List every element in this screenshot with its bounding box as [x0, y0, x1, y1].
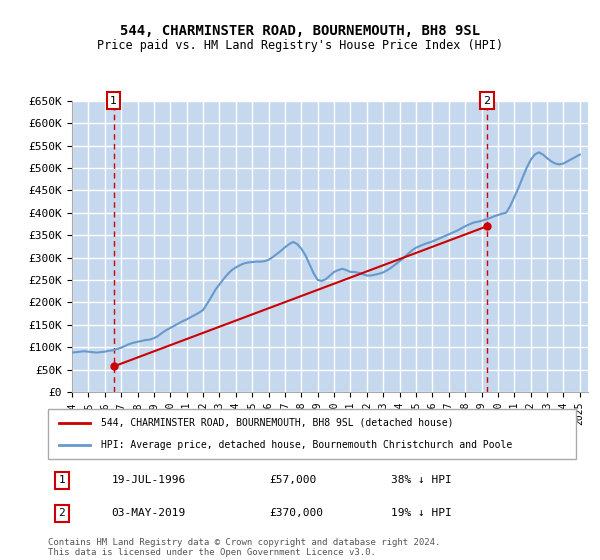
Text: Contains HM Land Registry data © Crown copyright and database right 2024.
This d: Contains HM Land Registry data © Crown c… — [48, 538, 440, 557]
Text: 1: 1 — [59, 475, 65, 486]
Text: 03-MAY-2019: 03-MAY-2019 — [112, 508, 185, 519]
Text: 2: 2 — [59, 508, 65, 519]
Text: 19-JUL-1996: 19-JUL-1996 — [112, 475, 185, 486]
Text: £57,000: £57,000 — [270, 475, 317, 486]
Text: 544, CHARMINSTER ROAD, BOURNEMOUTH, BH8 9SL: 544, CHARMINSTER ROAD, BOURNEMOUTH, BH8 … — [120, 24, 480, 38]
Text: Price paid vs. HM Land Registry's House Price Index (HPI): Price paid vs. HM Land Registry's House … — [97, 39, 503, 53]
Text: 38% ↓ HPI: 38% ↓ HPI — [391, 475, 452, 486]
FancyBboxPatch shape — [48, 409, 576, 459]
Text: HPI: Average price, detached house, Bournemouth Christchurch and Poole: HPI: Average price, detached house, Bour… — [101, 440, 512, 450]
Text: 544, CHARMINSTER ROAD, BOURNEMOUTH, BH8 9SL (detached house): 544, CHARMINSTER ROAD, BOURNEMOUTH, BH8 … — [101, 418, 454, 428]
Text: 19% ↓ HPI: 19% ↓ HPI — [391, 508, 452, 519]
Text: £370,000: £370,000 — [270, 508, 324, 519]
Text: 1: 1 — [110, 96, 117, 106]
Text: 2: 2 — [484, 96, 491, 106]
